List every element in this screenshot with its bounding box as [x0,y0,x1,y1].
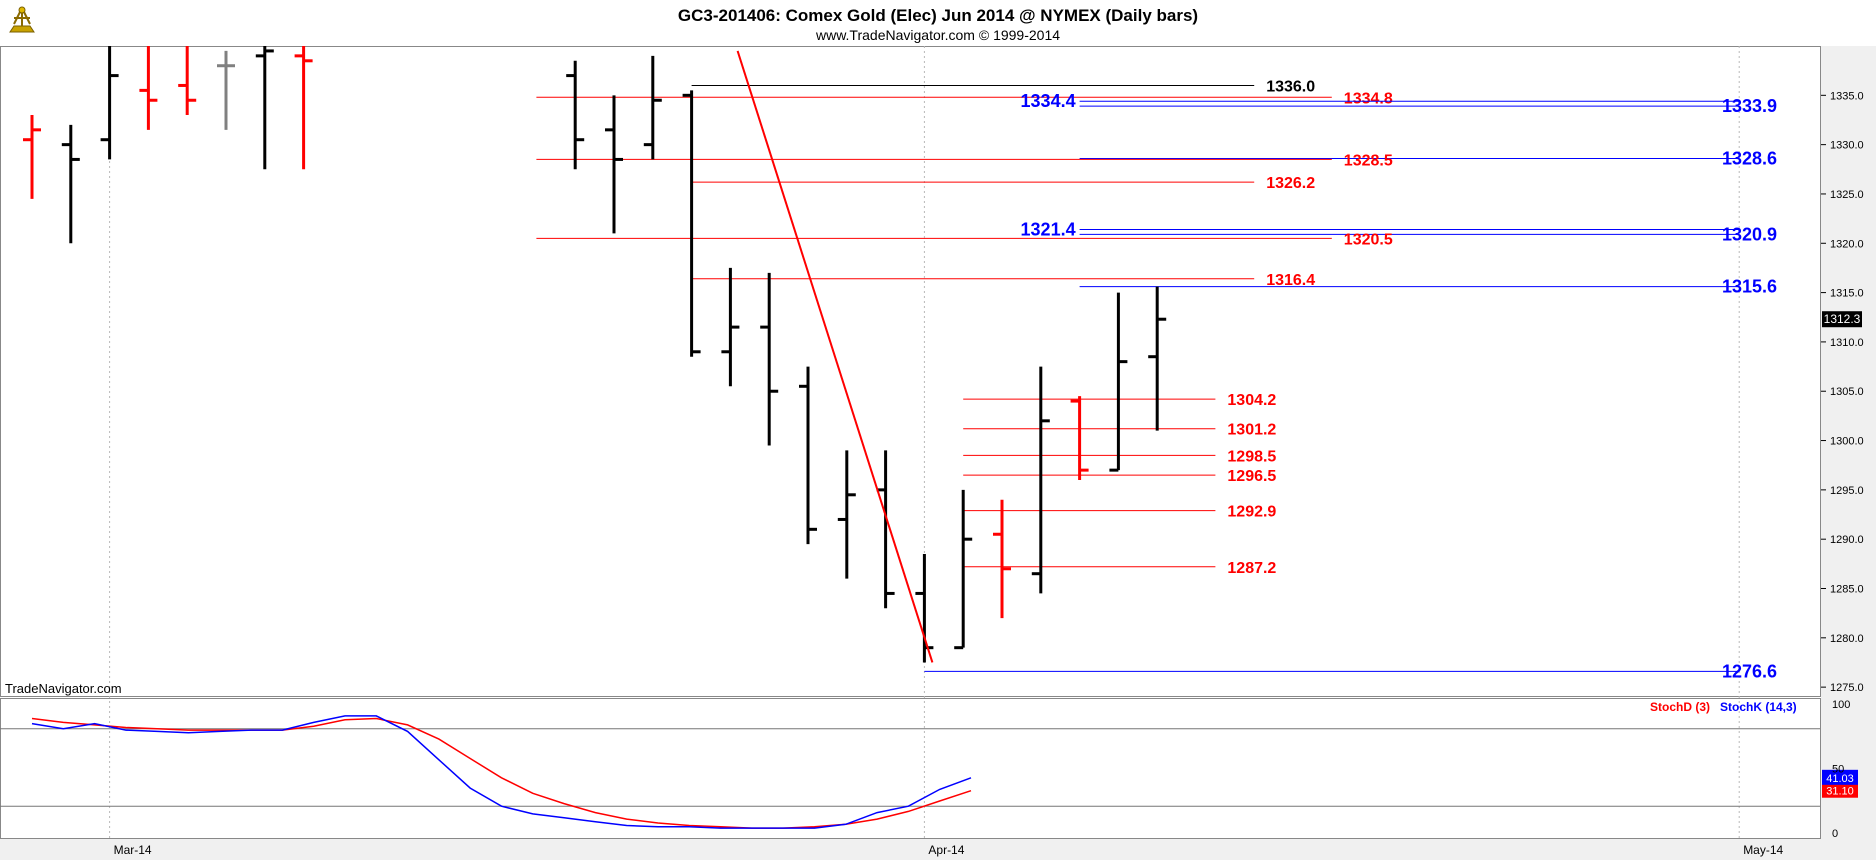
level-label: 1334.8 [1344,90,1393,107]
price-tick-label: 1280.0 [1830,633,1864,645]
ohlc-bar [566,60,585,170]
support-resistance-levels: 1336.0 1334.8 1334.4 1333.9 1328.6 1328.5 1326… [536,78,1777,681]
stochastic-tick-label: 0 [1832,828,1838,840]
ohlc-bar [1148,286,1167,431]
ohlc-bar [1109,292,1128,472]
trendline [736,50,934,663]
price-tick-label: 1320.0 [1830,238,1864,250]
price-tick-label: 1315.0 [1830,288,1864,300]
stochastic-tick-label: 50 [1832,764,1844,776]
level-label: 1328.6 [1722,148,1777,168]
last-price-badge: 1312.3 [1822,311,1862,328]
price-bars [23,46,1167,663]
level-label: 1292.9 [1227,504,1276,521]
level-label: 1320.9 [1722,224,1777,244]
level-label: 1326.2 [1266,175,1315,192]
price-axis-panel [1821,46,1876,860]
level-label: 1320.5 [1344,231,1393,248]
price-tick-label: 1275.0 [1830,682,1864,694]
stochastic-tick-label: 100 [1832,699,1850,711]
level-label: 1298.5 [1227,448,1276,465]
ohlc-bar [993,499,1011,619]
legend-stochd: StochD (3) [1650,700,1710,714]
level-label: 1296.5 [1227,468,1276,485]
stochastic-value-badge [1822,769,1858,785]
price-tick-label: 1295.0 [1830,485,1864,497]
ohlc-bar [100,46,119,160]
stochastic-panel-frame [0,698,1821,839]
logo-icon [6,4,38,36]
trendline-layer [736,50,934,663]
last-price-label: 1312.3 [1824,312,1861,326]
ohlc-bar [294,46,313,170]
price-panel-frame [0,46,1821,697]
ohlc-bar [799,366,817,545]
stochastic-line-d [31,717,972,829]
level-label: 1315.6 [1722,277,1777,297]
ohlc-bar [760,272,779,446]
ohlc-bar [837,450,856,579]
ohlc-bar [178,46,197,116]
ohlc-bar [605,95,623,234]
grid-layer [0,46,1820,838]
level-label: 1333.9 [1722,96,1777,116]
date-axis-panel [0,839,1821,860]
ohlc-bar [217,50,235,130]
date-tick-label: Apr-14 [928,843,964,857]
ohlc-bar [23,115,41,199]
ohlc-bar [682,90,701,357]
axis-labels: Mar-14 Apr-14 May-14 1275.0 1280.0 1285.0 1290… [114,90,1864,857]
level-label: 1336.0 [1266,78,1315,95]
ohlc-bar [915,553,934,663]
ohlc-bar [61,124,80,244]
stochastic-line-k [31,715,972,829]
date-tick-label: Mar-14 [114,843,152,857]
page-subtitle: www.TradeNavigator.com © 1999-2014 [815,27,1060,43]
level-label: 1287.2 [1227,560,1276,577]
price-tick-label: 1330.0 [1830,140,1864,152]
stochastic-value-label: 31.10 [1826,786,1854,798]
level-label: 1276.6 [1722,661,1777,681]
ohlc-bar [721,267,740,387]
price-tick-label: 1305.0 [1830,386,1864,398]
ohlc-bar [255,46,274,170]
stochastic-legend: StochD (3) StochK (14,3) [1650,700,1797,714]
ohlc-bar [876,450,895,609]
ohlc-bar [139,46,158,130]
legend-stochk: StochK (14,3) [1720,700,1797,714]
ohlc-bar [643,55,662,160]
price-tick-label: 1285.0 [1830,584,1864,596]
level-label: 1301.2 [1227,422,1276,439]
price-tick-label: 1325.0 [1830,189,1864,201]
stochastic-value-badge [1822,782,1858,798]
watermark-text: TradeNavigator.com [5,681,122,696]
stochastic-value-label: 41.03 [1826,773,1854,785]
price-tick-label: 1290.0 [1830,534,1864,546]
date-tick-label: May-14 [1743,843,1783,857]
level-label: 1328.5 [1344,152,1393,169]
price-tick-label: 1335.0 [1830,90,1864,102]
level-label: 1316.4 [1266,272,1315,289]
price-tick-label: 1310.0 [1830,337,1864,349]
ohlc-bar [1031,366,1050,594]
ohlc-bar [1070,396,1089,480]
page-title: GC3-201406: Comex Gold (Elec) Jun 2014 @… [678,6,1198,25]
level-label: 1334.4 [1021,91,1076,111]
level-label: 1304.2 [1227,392,1276,409]
ohlc-bar [954,489,973,650]
price-tick-label: 1300.0 [1830,436,1864,448]
level-label: 1321.4 [1021,219,1076,239]
